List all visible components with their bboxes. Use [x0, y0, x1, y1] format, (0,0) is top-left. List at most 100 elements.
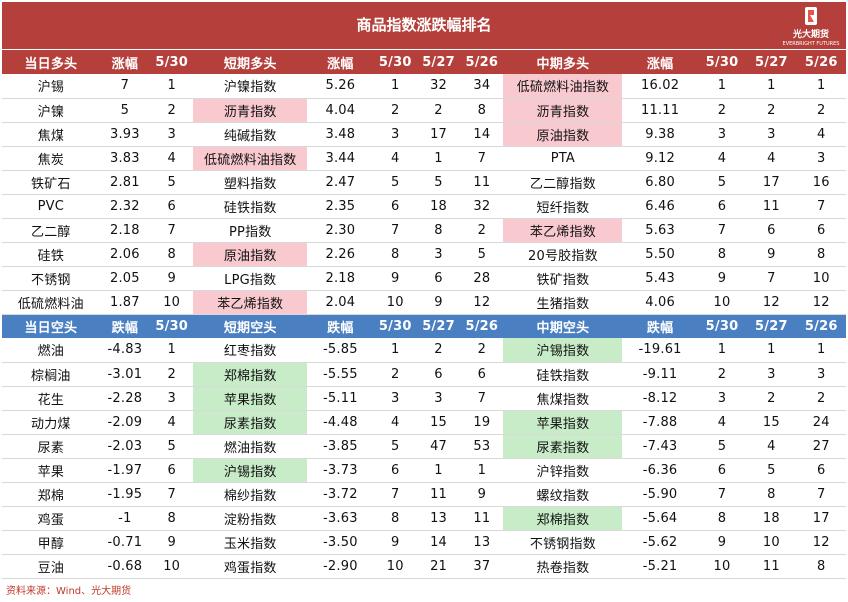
- table-cell: -2.90: [307, 554, 374, 579]
- table-row: PVC 2.32 6 硅铁指数 2.35 6 18 32 短纤指数 6.46 6 11 7: [2, 194, 846, 219]
- table-cell: 4.06: [622, 290, 698, 315]
- table-cell: 棉纱指数: [193, 482, 308, 507]
- table-cell: 原油指数: [503, 122, 623, 147]
- table-cell: 3: [746, 362, 797, 387]
- header-cell: 5/30: [697, 50, 747, 74]
- table-cell: 6: [416, 266, 461, 291]
- table-cell: -5.90: [622, 482, 698, 507]
- table-cell: 沪镍指数: [193, 74, 308, 99]
- table-cell: 10: [746, 530, 797, 555]
- table-cell: 16: [796, 170, 846, 195]
- table-cell: 2.05: [99, 266, 151, 291]
- table-cell: -3.72: [307, 482, 374, 507]
- table-cell: 2.18: [307, 266, 374, 291]
- header-cell: 当日空头: [2, 314, 100, 338]
- table-cell: 7: [697, 482, 747, 507]
- table-cell: 玉米指数: [193, 530, 308, 555]
- table-cell: 4.04: [307, 98, 374, 123]
- table-cell: 尿素指数: [503, 434, 623, 459]
- table-cell: 1: [796, 338, 846, 363]
- table-cell: 6: [746, 218, 797, 243]
- table-cell: -7.88: [622, 410, 698, 435]
- header-cell: 5/27: [746, 314, 797, 338]
- table-cell: 6: [460, 362, 504, 387]
- table-cell: 9: [150, 530, 194, 555]
- table-cell: 焦煤: [2, 122, 100, 147]
- table-cell: 不锈钢指数: [503, 530, 623, 555]
- table-cell: -5.21: [622, 554, 698, 579]
- table-cell: 21: [416, 554, 461, 579]
- header-cell: 5/30: [150, 50, 194, 74]
- table-cell: 2.26: [307, 242, 374, 267]
- table-cell: 8: [150, 242, 194, 267]
- brand-name: 光大期货: [792, 30, 829, 40]
- table-row: 焦炭 3.83 4 低硫燃料油指数 3.44 4 1 7 PTA 9.12 4 4 3: [2, 146, 846, 171]
- table-cell: 7: [460, 386, 504, 411]
- table-row: 硅铁 2.06 8 原油指数 2.26 8 3 5 20号胶指数 5.50 8 9 8: [2, 242, 846, 267]
- table-cell: 1: [746, 338, 797, 363]
- table-cell: 热卷指数: [503, 554, 623, 579]
- table-cell: 13: [416, 506, 461, 531]
- table-cell: 2: [697, 98, 747, 123]
- table-cell: 9: [416, 290, 461, 315]
- header-cell: 5/27: [416, 50, 461, 74]
- table-cell: 5: [373, 170, 417, 195]
- table-cell: 5: [697, 434, 747, 459]
- table-cell: 4: [746, 146, 797, 171]
- table-cell: 2.04: [307, 290, 374, 315]
- table-cell: 郑棉指数: [193, 362, 308, 387]
- table-cell: 2: [796, 98, 846, 123]
- table-cell: -6.36: [622, 458, 698, 483]
- table-cell: 4: [150, 146, 194, 171]
- table-cell: 2: [373, 98, 417, 123]
- table-cell: 3.44: [307, 146, 374, 171]
- table-cell: 8: [746, 482, 797, 507]
- table-cell: 豆油: [2, 554, 100, 579]
- table-cell: 2: [373, 362, 417, 387]
- table-cell: 3.83: [99, 146, 151, 171]
- table-cell: 6.46: [622, 194, 698, 219]
- table-cell: 32: [416, 74, 461, 99]
- table-cell: 5: [460, 242, 504, 267]
- table-cell: -4.83: [99, 338, 151, 363]
- table-cell: 8: [796, 554, 846, 579]
- table-cell: 8: [460, 98, 504, 123]
- header-cell: 短期空头: [193, 314, 308, 338]
- table-cell: -19.61: [622, 338, 698, 363]
- header-cell: 5/27: [416, 314, 461, 338]
- table-cell: 18: [416, 194, 461, 219]
- table-cell: 10: [373, 290, 417, 315]
- table-cell: 28: [460, 266, 504, 291]
- table-cell: 燃油指数: [193, 434, 308, 459]
- table-cell: 5.26: [307, 74, 374, 99]
- table-cell: 3: [697, 386, 747, 411]
- table-row: 铁矿石 2.81 5 塑料指数 2.47 5 5 11 乙二醇指数 6.80 5 17 16: [2, 170, 846, 195]
- table-cell: -3.73: [307, 458, 374, 483]
- table-cell: -3.01: [99, 362, 151, 387]
- table-cell: -0.68: [99, 554, 151, 579]
- table-cell: 18: [746, 506, 797, 531]
- table-cell: 1: [416, 458, 461, 483]
- table-cell: 4: [373, 410, 417, 435]
- table-cell: 沪锡指数: [193, 458, 308, 483]
- title-bar: 商品指数涨跌幅排名 光大期货 EVERBRIGHT FUTURES: [2, 2, 846, 49]
- table-row: 郑棉 -1.95 7 棉纱指数 -3.72 7 11 9 螺纹指数 -5.90 7 8 7: [2, 482, 846, 507]
- table-cell: -4.48: [307, 410, 374, 435]
- table-cell: 红枣指数: [193, 338, 308, 363]
- header-cell: 涨幅: [99, 50, 151, 74]
- table-cell: -1.97: [99, 458, 151, 483]
- table-cell: 47: [416, 434, 461, 459]
- table-cell: 7: [373, 218, 417, 243]
- table-cell: 动力煤: [2, 410, 100, 435]
- header-cell: 跌幅: [99, 314, 151, 338]
- table-cell: -0.71: [99, 530, 151, 555]
- table-row: 动力煤 -2.09 4 尿素指数 -4.48 4 15 19 苹果指数 -7.88 4 15 24: [2, 410, 846, 435]
- table-cell: 7: [796, 194, 846, 219]
- table-cell: 8: [150, 506, 194, 531]
- table-cell: 3: [796, 362, 846, 387]
- table-cell: 10: [697, 290, 747, 315]
- table-cell: 24: [796, 410, 846, 435]
- table-cell: 6: [373, 194, 417, 219]
- table-cell: 5: [150, 434, 194, 459]
- table-cell: 低硫燃料油指数: [503, 74, 623, 99]
